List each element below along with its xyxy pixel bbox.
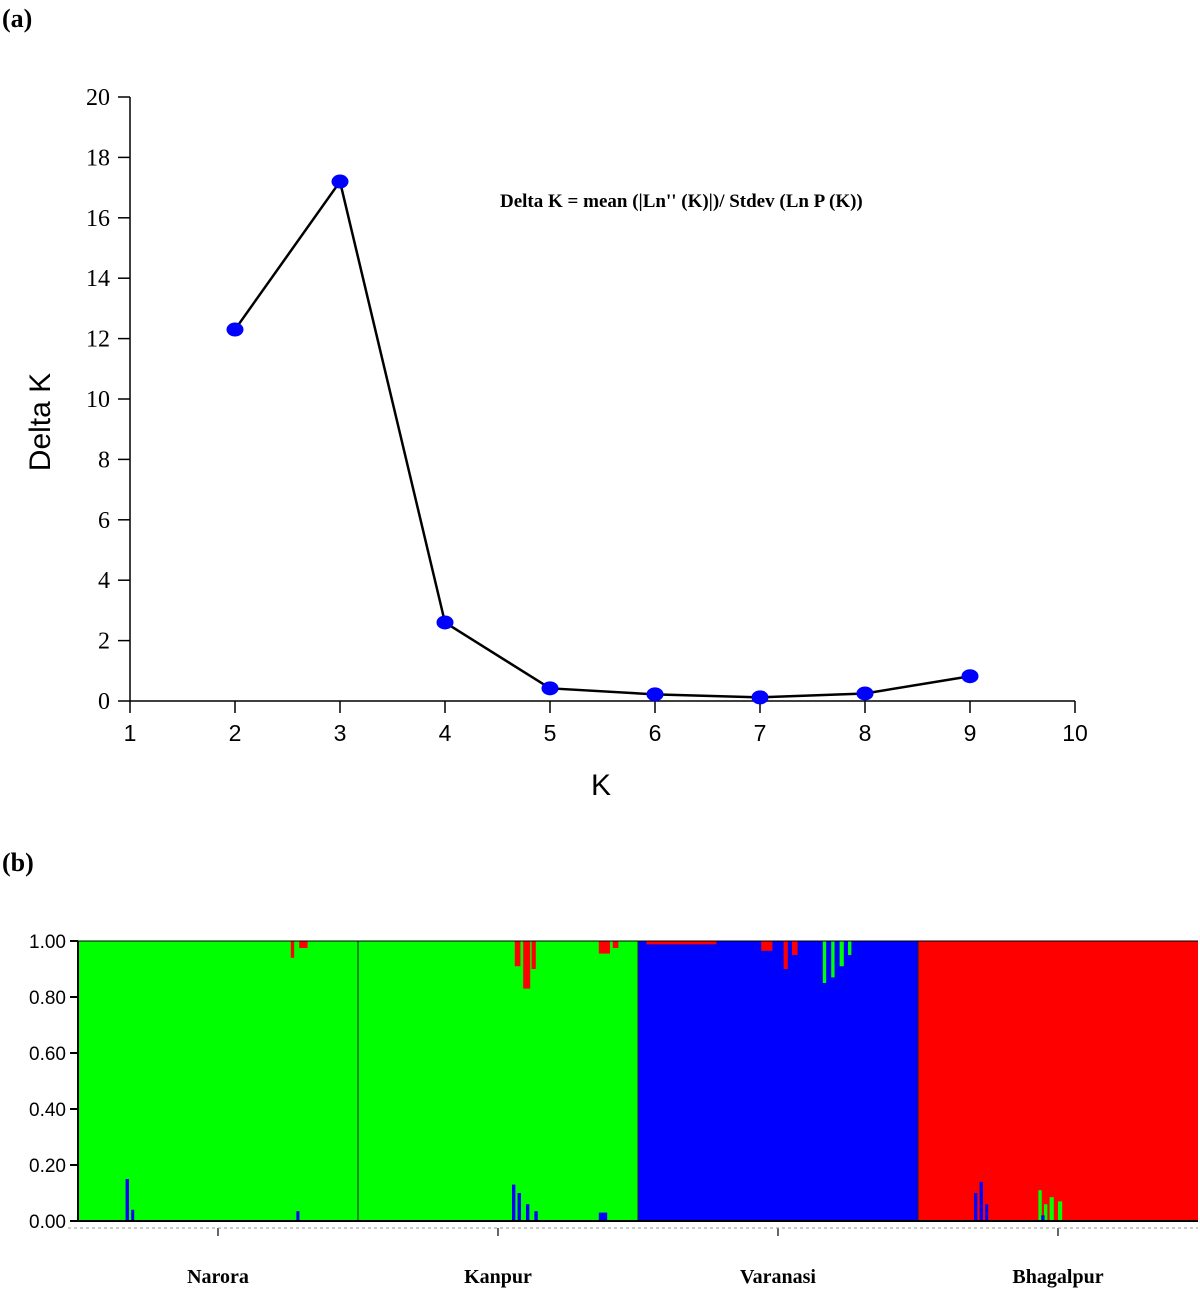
panel-a-label: (a) bbox=[2, 4, 33, 33]
structure-group-bar bbox=[78, 941, 358, 1221]
x-tick-label: 5 bbox=[544, 720, 557, 746]
structure-group-bar bbox=[358, 941, 638, 1221]
structure-y-tick-label: 0.20 bbox=[29, 1156, 66, 1177]
structure-admixture-bar bbox=[299, 941, 308, 948]
delta-k-axes bbox=[118, 96, 1076, 713]
population-label: Narora bbox=[187, 1266, 249, 1288]
structure-population-labels: Narora Kanpur Varanasi Bhagalpur bbox=[187, 1266, 1104, 1288]
structure-admixture-bar bbox=[646, 941, 717, 945]
delta-k-series bbox=[226, 174, 979, 705]
structure-y-tick-label: 0.80 bbox=[29, 988, 66, 1009]
panel-b-label: (b) bbox=[2, 848, 34, 877]
structure-admixture-bar bbox=[985, 1204, 989, 1221]
y-tick-label: 16 bbox=[86, 206, 110, 232]
delta-k-line bbox=[233, 178, 971, 699]
x-tick-label: 8 bbox=[859, 720, 872, 746]
structure-admixture-bar bbox=[761, 941, 773, 951]
x-tick-label: 7 bbox=[754, 720, 767, 746]
population-label: Kanpur bbox=[464, 1266, 532, 1288]
y-tick-label: 0 bbox=[98, 689, 110, 715]
structure-admixture-bar bbox=[296, 1211, 300, 1221]
y-tick-label: 10 bbox=[86, 387, 110, 413]
x-tick-label: 1 bbox=[124, 720, 137, 746]
y-tick-label: 2 bbox=[98, 629, 110, 655]
structure-admixture-bar bbox=[131, 1209, 135, 1221]
structure-admixture-bar bbox=[848, 941, 852, 955]
structure-admixture-bar bbox=[514, 941, 521, 967]
y-tick-label: 6 bbox=[98, 508, 110, 534]
structure-admixture-bar bbox=[839, 941, 844, 967]
structure-bars bbox=[78, 941, 1198, 1221]
y-axis-label: Delta K bbox=[24, 373, 57, 471]
structure-y-tick-label: 0.60 bbox=[29, 1044, 66, 1065]
structure-admixture-bar bbox=[517, 1193, 521, 1221]
population-label: Bhagalpur bbox=[1012, 1266, 1103, 1288]
structure-group-bar bbox=[918, 941, 1198, 1221]
delta-k-point bbox=[961, 669, 979, 684]
structure-admixture-bar bbox=[1049, 1197, 1054, 1221]
structure-admixture-bar bbox=[598, 1212, 608, 1221]
x-axis-label: K bbox=[591, 769, 611, 802]
delta-k-point bbox=[436, 615, 454, 630]
structure-admixture-bar bbox=[531, 941, 536, 969]
y-tick-label: 14 bbox=[86, 266, 110, 292]
x-tick-label: 10 bbox=[1062, 720, 1088, 746]
x-tick-label: 2 bbox=[229, 720, 242, 746]
x-tick-label: 9 bbox=[964, 720, 977, 746]
structure-admixture-bar bbox=[979, 1181, 983, 1221]
y-tick-label: 4 bbox=[98, 568, 110, 594]
x-tick-label: 6 bbox=[649, 720, 662, 746]
structure-axes bbox=[68, 940, 1198, 1236]
delta-k-point bbox=[226, 322, 244, 337]
structure-admixture-bar bbox=[822, 941, 827, 983]
x-tick-label: 4 bbox=[439, 720, 452, 746]
x-tick-label: 3 bbox=[334, 720, 347, 746]
delta-k-point bbox=[541, 681, 559, 696]
structure-admixture-bar bbox=[1058, 1201, 1063, 1221]
structure-admixture-bar bbox=[523, 941, 531, 989]
structure-admixture-bar bbox=[1038, 1190, 1042, 1221]
delta-k-point bbox=[646, 687, 664, 702]
delta-k-point bbox=[856, 686, 874, 701]
structure-admixture-bar bbox=[290, 941, 295, 958]
y-tick-label: 8 bbox=[98, 447, 110, 473]
delta-k-point bbox=[331, 174, 349, 189]
y-tick-label: 20 bbox=[86, 85, 110, 111]
structure-y-tick-label: 0.40 bbox=[29, 1100, 66, 1121]
structure-y-tick-label: 0.00 bbox=[29, 1212, 66, 1233]
structure-admixture-bar bbox=[783, 941, 788, 969]
delta-k-formula-annotation: Delta K = mean (|Ln'' (K)|)/ Stdev (Ln P… bbox=[500, 191, 863, 212]
structure-admixture-bar bbox=[598, 941, 610, 954]
y-tick-label: 12 bbox=[86, 327, 110, 353]
delta-k-point bbox=[751, 690, 769, 705]
population-label: Varanasi bbox=[740, 1266, 816, 1288]
structure-admixture-bar bbox=[1044, 1204, 1048, 1221]
y-tick-label: 18 bbox=[86, 145, 110, 171]
structure-admixture-bar bbox=[125, 1179, 129, 1221]
structure-group-bar bbox=[638, 941, 918, 1221]
structure-admixture-bar bbox=[612, 941, 619, 948]
structure-admixture-bar bbox=[534, 1211, 538, 1221]
structure-admixture-bar bbox=[974, 1193, 978, 1221]
structure-y-tick-label: 1.00 bbox=[29, 932, 66, 953]
structure-admixture-bar bbox=[1041, 1215, 1045, 1221]
structure-admixture-bar bbox=[512, 1184, 516, 1221]
structure-admixture-bar bbox=[831, 941, 835, 978]
structure-admixture-bar bbox=[792, 941, 798, 955]
structure-admixture-bar bbox=[526, 1204, 530, 1221]
structure-tick-labels: 0.00 0.20 0.40 0.60 0.80 1.00 bbox=[29, 932, 66, 1233]
